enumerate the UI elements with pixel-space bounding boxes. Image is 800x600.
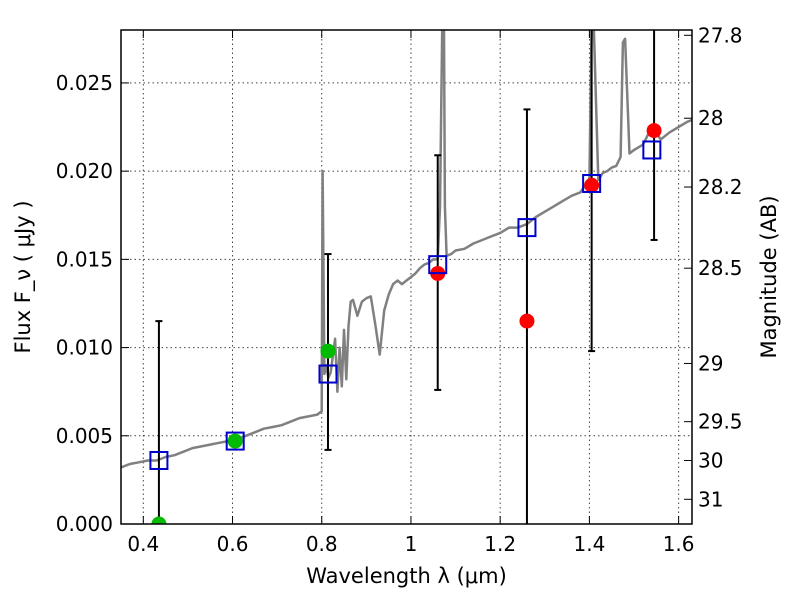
model-photometry-point bbox=[225, 431, 245, 451]
y-tick-label: 0.010 bbox=[56, 336, 113, 360]
x-tick-label: 0.4 bbox=[127, 532, 159, 556]
x-tick-label: 0.6 bbox=[217, 532, 249, 556]
right-tick-label: 28 bbox=[698, 106, 723, 130]
x-axis-title: Wavelength λ (μm) bbox=[306, 564, 507, 588]
right-tick-label: 27.8 bbox=[698, 23, 743, 47]
right-tick-label: 30 bbox=[698, 448, 723, 472]
right-tick-label: 28.2 bbox=[698, 175, 743, 199]
model-photometry-point bbox=[149, 450, 169, 470]
model-photometry-point bbox=[428, 255, 448, 275]
observed-red-point bbox=[646, 123, 662, 139]
y-tick-label: 0.020 bbox=[56, 159, 113, 183]
y-axis-title: Flux F_ν ( μJy ) bbox=[11, 200, 36, 353]
y-tick-label: 0.025 bbox=[56, 71, 113, 95]
observed-red-point bbox=[584, 177, 600, 193]
y-tick-label: 0.015 bbox=[56, 247, 113, 271]
model-photometry-point bbox=[318, 364, 338, 384]
x-tick-label: 1.4 bbox=[573, 532, 605, 556]
right-tick-label: 28.5 bbox=[698, 256, 743, 280]
observed-green-point bbox=[227, 433, 243, 449]
right-tick-label: 31 bbox=[698, 487, 723, 511]
observed-red-point bbox=[519, 313, 535, 329]
plot-frame bbox=[120, 29, 693, 525]
observed-green-point bbox=[320, 343, 336, 359]
right-tick-label: 29 bbox=[698, 351, 723, 375]
x-tick-label: 1.2 bbox=[484, 532, 516, 556]
right-tick-label: 29.5 bbox=[698, 410, 743, 434]
y-tick-label: 0.000 bbox=[56, 512, 113, 536]
x-tick-label: 0.8 bbox=[306, 532, 338, 556]
y-tick-label: 0.005 bbox=[56, 424, 113, 448]
plot-area bbox=[121, 30, 692, 524]
observed-green-point bbox=[151, 516, 167, 524]
model-photometry-point bbox=[517, 218, 537, 238]
model-spectrum-line bbox=[121, 30, 692, 469]
model-photometry-point bbox=[642, 140, 662, 160]
right-axis-title: Magnitude (AB) bbox=[757, 195, 781, 358]
axes: 0.4 0.6 0.8 1 1.2 1.4 1.6 0.000 0.005 0.010 0.015 0… bbox=[56, 23, 743, 556]
x-tick-label: 1.6 bbox=[663, 532, 695, 556]
x-tick-label: 1 bbox=[405, 532, 418, 556]
model-photometry-point bbox=[582, 173, 602, 193]
